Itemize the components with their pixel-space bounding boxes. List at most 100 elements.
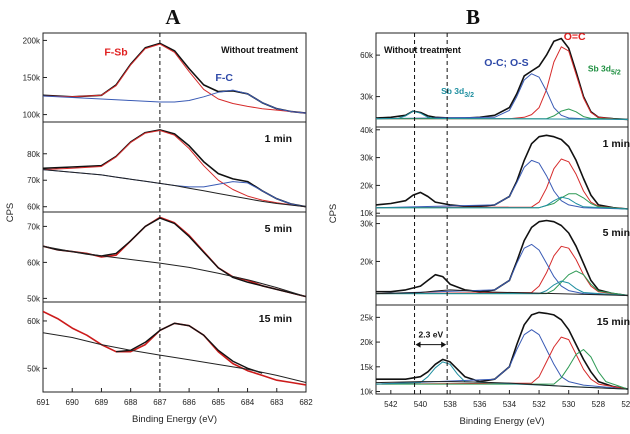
y-tick-label: 10k [360, 388, 374, 397]
y-tick-label: 30k [360, 154, 374, 163]
x-tick-label: 684 [241, 398, 255, 407]
series-line-component-1 [376, 46, 628, 120]
x-axis-title: Binding Energy (eV) [132, 414, 217, 425]
subplot-curves [376, 134, 628, 210]
y-tick-label: 70k [27, 222, 41, 231]
series-line-background-2 [43, 332, 306, 383]
series-line-component-4 [376, 110, 628, 120]
series-line-component-3 [376, 108, 628, 120]
annotation-label: F-C [215, 72, 233, 84]
y-tick-label: 40k [360, 126, 374, 135]
annotation-subscript: 3/2 [464, 92, 474, 99]
series-line-background-5 [376, 289, 628, 296]
x-tick-label: 536 [473, 400, 487, 409]
y-tick-label: 60k [27, 203, 41, 212]
subplot-label: Without treatment [384, 45, 461, 55]
y-axis-title: CPS [328, 204, 339, 224]
annotation-label: Sb 3d5/2 [588, 64, 621, 77]
annotation-text: F-Sb [104, 46, 127, 58]
series-line-background-2 [43, 245, 306, 298]
subplot-b-1: 10k 20k 30k 40k 1 min [360, 126, 630, 218]
y-tick-label: 50k [27, 294, 41, 303]
series-line-measured-0 [376, 134, 628, 210]
subplot-frame [375, 215, 629, 306]
series-line-component-2 [43, 89, 306, 114]
x-tick-label: 683 [270, 398, 284, 407]
y-tick-label: 60k [27, 258, 41, 267]
subplot-label: 1 min [265, 133, 292, 145]
subplot-curves [43, 129, 306, 208]
y-tick-label: 150k [23, 74, 41, 83]
x-tick-label: 690 [66, 398, 80, 407]
subplot-b-3: 10k 15k 20k 25k 15 min 2.3 eV [360, 304, 630, 397]
subplot-a-1: 60k 70k 80k 1 min [27, 121, 307, 213]
y-tick-label: 60k [27, 317, 41, 326]
annotation-subscript: 5/2 [611, 70, 621, 77]
series-line-component-2 [376, 336, 628, 390]
series-line-component-4 [376, 361, 628, 390]
y-tick-label: 25k [360, 313, 374, 322]
series-line-component-4 [376, 196, 628, 210]
subplot-b-2: 20k 30k 5 min [360, 215, 630, 306]
subplot-frame [42, 301, 307, 393]
series-line-component-3 [376, 349, 628, 390]
annotation-text: Sb 3d [441, 86, 464, 96]
annotation-text: O-C; O-S [484, 57, 528, 69]
x-tick-label: 540 [414, 400, 428, 409]
y-tick-label: 30k [360, 93, 374, 102]
annotation-text: F-C [215, 72, 233, 84]
subplot-a-3: 50k 60k 15 min [27, 301, 307, 393]
x-tick-label: 542 [384, 400, 398, 409]
annotation-label: F-Sb [104, 46, 127, 58]
annotation-label: O-C; O-S [484, 57, 528, 69]
subplot-a-2: 50k 60k 70k 5 min [27, 211, 307, 303]
subplot-label: 5 min [603, 227, 630, 239]
y-tick-label: 80k [27, 150, 41, 159]
series-line-component-2 [376, 243, 628, 296]
x-tick-label: 688 [124, 398, 138, 407]
x-tick-label: 534 [503, 400, 517, 409]
annotation-label: O=C [564, 31, 586, 43]
subplot-curves [376, 37, 628, 121]
series-line-component-1 [376, 245, 628, 296]
series-line-fit-1 [116, 322, 263, 374]
series-line-component-1 [43, 130, 306, 208]
series-line-component-2 [376, 159, 628, 210]
x-axis-title: Binding Energy (eV) [459, 416, 544, 427]
subplot-label: 15 min [259, 313, 292, 325]
series-line-measured-0 [376, 311, 628, 390]
y-tick-label: 200k [23, 36, 41, 45]
series-line-component-2 [376, 73, 628, 120]
series-line-component-1 [43, 43, 306, 114]
x-tick-label: 689 [95, 398, 109, 407]
x-tick-label: 691 [36, 398, 50, 407]
y-axis-title: CPS [5, 203, 16, 223]
x-tick-label: 526 [621, 400, 630, 409]
annotation-text: O=C [564, 31, 586, 43]
arrow-head-right [441, 341, 447, 348]
annotation-label: 2.3 eV [419, 330, 444, 340]
y-tick-label: 15k [360, 363, 374, 372]
panel-letter-a: A [165, 5, 181, 29]
series-line-background-3 [43, 169, 306, 208]
y-tick-label: 30k [360, 220, 374, 229]
series-line-component-3 [376, 270, 628, 296]
y-tick-label: 20k [360, 338, 374, 347]
y-tick-label: 10k [360, 209, 374, 218]
x-tick-label: 687 [153, 398, 167, 407]
subplot-label: Without treatment [221, 45, 298, 55]
y-tick-label: 50k [27, 364, 41, 373]
series-line-component-4 [376, 280, 628, 296]
subplot-curves [376, 311, 628, 390]
panel-a-chart: 100k 150k 200k Without treatment F-Sb F-C 60k 7… [5, 32, 313, 425]
subplot-curves [376, 219, 628, 297]
x-tick-label: 530 [562, 400, 576, 409]
subplot-label: 1 min [603, 138, 630, 150]
y-tick-label: 60k [360, 51, 374, 60]
subplot-frame [375, 304, 629, 395]
x-tick-label: 532 [532, 400, 546, 409]
x-tick-label: 538 [443, 400, 457, 409]
subplot-curves [43, 42, 306, 114]
